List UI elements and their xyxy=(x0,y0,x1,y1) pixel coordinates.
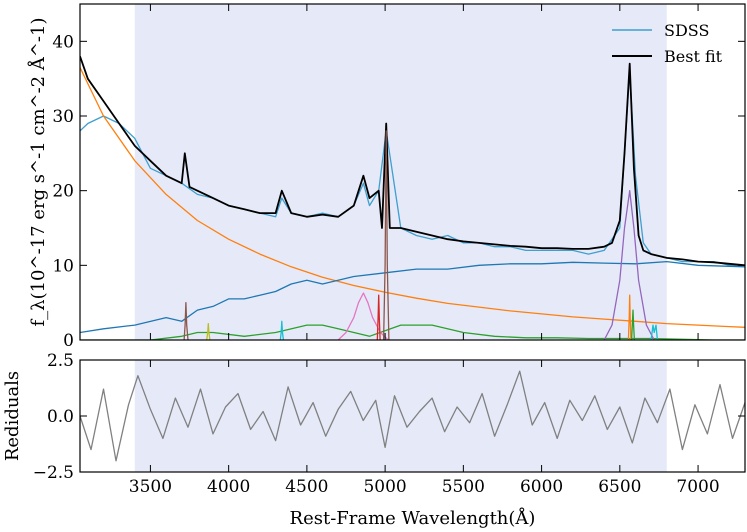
spectrum-y-axis-label: f_λ(10^-17 erg s^-1 cm^-2 Å^-1) xyxy=(27,18,49,327)
legend: SDSS Best fit xyxy=(612,21,723,66)
y-tick-label: 40 xyxy=(52,32,74,52)
series-line-1 xyxy=(80,56,745,267)
residuals-series-group xyxy=(80,370,745,462)
residuals-fit-range-shading xyxy=(134,360,667,472)
x-tick-label: 7000 xyxy=(676,477,719,497)
series-line-8 xyxy=(376,294,381,340)
legend-label: Best fit xyxy=(664,47,723,66)
x-axis-label: Rest-Frame Wavelength(Å) xyxy=(290,507,536,529)
x-tick-label: 3500 xyxy=(129,477,172,497)
y-tick-label: 30 xyxy=(52,107,74,127)
series-line-9 xyxy=(183,302,189,340)
series-line-10 xyxy=(206,322,211,340)
y-tick-label: 10 xyxy=(52,256,74,276)
spectrum-ticks: 0 10 20 30 40 xyxy=(52,4,745,351)
y-tick-label: 20 xyxy=(52,182,74,202)
series-line-14 xyxy=(650,324,659,340)
y-tick-label: −2.5 xyxy=(33,463,74,483)
series-line-7 xyxy=(382,130,390,340)
series-line-0 xyxy=(80,370,745,462)
y-tick-label: 2.5 xyxy=(47,351,74,371)
y-tick-label: 0 xyxy=(63,331,74,351)
series-line-4 xyxy=(80,324,745,340)
series-line-11 xyxy=(279,320,285,340)
series-line-6 xyxy=(603,190,655,340)
x-tick-label: 6000 xyxy=(520,477,563,497)
x-tick-label: 6500 xyxy=(598,477,641,497)
x-tick-label: 5000 xyxy=(363,477,406,497)
x-tick-label: 5500 xyxy=(442,477,485,497)
residuals-ticks: 3500 4000 4500 5000 5500 6000 6500 7000 −2.5 0.0 2… xyxy=(33,351,745,497)
series-line-12 xyxy=(627,294,632,340)
residuals-panel: 3500 4000 4500 5000 5500 6000 6500 7000 −2.5 0.0 2… xyxy=(2,351,746,529)
y-tick-label: 0.0 xyxy=(47,407,74,427)
spectrum-series-group xyxy=(80,56,745,340)
legend-label: SDSS xyxy=(664,21,709,40)
spectrum-plot-frame xyxy=(79,3,746,341)
series-line-13 xyxy=(630,309,636,340)
x-tick-label: 4500 xyxy=(285,477,328,497)
spectrum-panel: 0 10 20 30 40 SDSS Best fit f_λ(10^-17 erg s^… xyxy=(27,3,746,351)
x-tick-label: 4000 xyxy=(207,477,250,497)
fit-range-shading xyxy=(134,4,667,340)
residuals-y-axis-label: Rediduals xyxy=(2,371,23,461)
